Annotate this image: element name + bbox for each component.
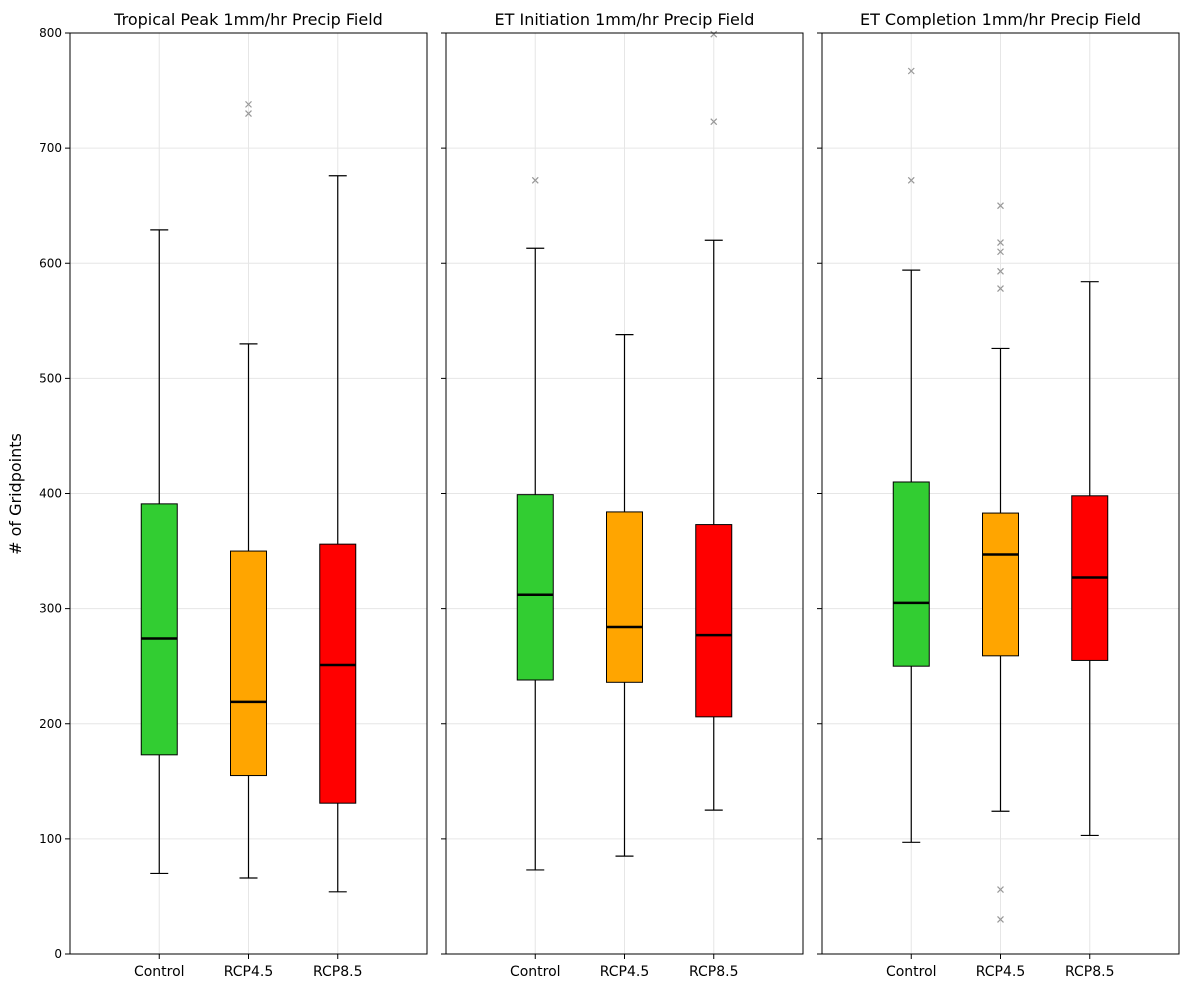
- outlier-stroke: [997, 248, 1004, 256]
- outlier-stroke: [710, 30, 718, 38]
- x-tick-label: Control: [886, 964, 937, 980]
- box-rcp8-5: [319, 175, 357, 893]
- y-tick-label: 200: [39, 717, 62, 731]
- iqr-box: [695, 524, 733, 718]
- outlier-point: [997, 267, 1004, 275]
- panels: 0 100 200 300 400 500 600 700 800 Control RCP4.5 RC…: [39, 10, 1180, 980]
- outlier-stroke: [245, 110, 252, 118]
- outlier-stroke: [531, 176, 539, 184]
- y-tick-label: 500: [39, 371, 62, 385]
- outlier-stroke: [997, 916, 1004, 923]
- x-tick-label: RCP4.5: [224, 964, 274, 980]
- outlier-point: [997, 239, 1004, 246]
- outlier-stroke: [997, 239, 1004, 246]
- outlier-point: [907, 67, 915, 75]
- box-control: [516, 176, 554, 871]
- panel-title: Tropical Peak 1mm/hr Precip Field: [113, 10, 383, 29]
- x-tick-label: Control: [510, 964, 561, 980]
- box-rcp8-5: [1071, 281, 1109, 837]
- panel-3: Control RCP4.5 RCP8.5 ET Completion 1mm/hr …: [817, 10, 1180, 980]
- box-control: [140, 229, 178, 875]
- iqr-box: [892, 481, 930, 667]
- outlier-stroke: [710, 118, 718, 126]
- outlier-point: [997, 916, 1004, 923]
- outlier-point: [907, 176, 915, 184]
- panel-1: 0 100 200 300 400 500 600 700 800 Control RCP4.5 RC…: [39, 10, 428, 980]
- outlier-point: [997, 886, 1004, 893]
- x-tick-label: RCP4.5: [976, 964, 1026, 980]
- y-tick-label: 800: [39, 26, 62, 40]
- panel-2: Control RCP4.5 RCP8.5 ET Initiation 1mm/hr …: [441, 10, 804, 980]
- y-tick-label: 400: [39, 487, 62, 501]
- iqr-box: [982, 512, 1019, 657]
- x-tick-label: RCP4.5: [600, 964, 650, 980]
- outlier-stroke: [997, 267, 1004, 275]
- outlier-point: [997, 285, 1004, 293]
- outlier-point: [997, 202, 1004, 210]
- outlier-point: [245, 100, 252, 108]
- outlier-stroke: [907, 67, 915, 75]
- box-rcp4-5: [606, 334, 643, 857]
- y-tick-label: 700: [39, 141, 62, 155]
- x-tick-label: RCP8.5: [313, 964, 363, 980]
- y-tick-label: 300: [39, 602, 62, 616]
- outlier-point: [710, 118, 718, 126]
- outlier-point: [997, 248, 1004, 256]
- y-tick-label: 100: [39, 832, 62, 846]
- outlier-point: [245, 110, 252, 118]
- box-control: [892, 67, 930, 843]
- outlier-stroke: [245, 100, 252, 108]
- outlier-stroke: [997, 202, 1004, 210]
- x-tick-label: RCP8.5: [689, 964, 739, 980]
- box-rcp4-5: [982, 202, 1019, 923]
- panel-title: ET Initiation 1mm/hr Precip Field: [495, 10, 755, 29]
- iqr-box: [230, 550, 267, 777]
- iqr-box: [606, 511, 643, 683]
- y-tick-label: 600: [39, 256, 62, 270]
- x-tick-label: Control: [134, 964, 185, 980]
- y-axis-label: # of Gridpoints: [6, 433, 25, 555]
- outlier-stroke: [997, 886, 1004, 893]
- box-rcp4-5: [230, 100, 267, 879]
- outlier-stroke: [907, 176, 915, 184]
- x-tick-label: RCP8.5: [1065, 964, 1115, 980]
- y-tick-label: 0: [54, 947, 62, 961]
- iqr-box: [140, 503, 178, 756]
- panel-title: ET Completion 1mm/hr Precip Field: [860, 10, 1141, 29]
- iqr-box: [319, 543, 357, 804]
- box-rcp8-5: [695, 30, 733, 811]
- outlier-point: [531, 176, 539, 184]
- outlier-stroke: [997, 285, 1004, 293]
- iqr-box: [516, 494, 554, 681]
- outlier-point: [710, 30, 718, 38]
